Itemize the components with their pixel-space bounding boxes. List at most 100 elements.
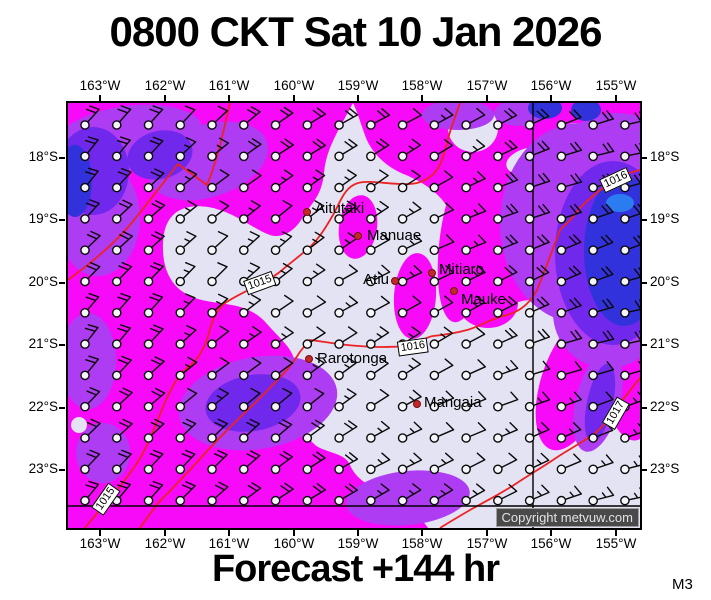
wind-barb-station-circle [588, 339, 598, 349]
wind-barb-station-circle [111, 151, 122, 162]
wind-barb-icon [437, 202, 455, 218]
wind-barb-icon [309, 231, 325, 249]
lat-tick-mark [59, 469, 65, 471]
wind-barb-station-circle [493, 276, 503, 287]
wind-barb-station-circle [620, 245, 630, 255]
wind-barb-icon [628, 330, 640, 344]
wind-barb-station-circle [588, 276, 598, 287]
wind-barb-station-circle [175, 245, 186, 255]
lon-label-bottom: 156°W [530, 536, 572, 551]
wind-barb-icon [596, 391, 614, 406]
wind-barb-station-circle [620, 495, 630, 506]
wind-barb-icon [182, 356, 198, 374]
wind-barb-station-circle [238, 495, 249, 506]
wind-barb-station-circle [270, 339, 281, 349]
wind-barb-station-circle [143, 339, 154, 349]
wind-barb-icon [532, 296, 550, 312]
wind-barb-icon [532, 360, 551, 375]
lat-tick-mark [641, 282, 647, 284]
wind-barb-station-circle [302, 495, 313, 506]
wind-barb-icon [596, 454, 614, 469]
lon-label-top: 156°W [530, 78, 572, 93]
wind-barb-station-circle [461, 464, 471, 475]
lon-label-top: 160°W [273, 78, 315, 93]
wind-barb-station-circle [334, 307, 344, 318]
wind-barb-station-circle [493, 151, 503, 162]
wind-barb-icon [310, 419, 325, 437]
wind-barb-station-circle [493, 370, 503, 381]
wind-barb-icon [564, 297, 582, 313]
lon-tick-mark [164, 530, 166, 536]
wind-barb-icon [149, 105, 164, 123]
wind-barb-station-circle [620, 433, 630, 443]
wind-barb-icon [564, 391, 582, 406]
wind-barb-station-circle [429, 151, 440, 162]
wind-barb-icon [628, 299, 640, 313]
wind-barb-icon [117, 136, 131, 154]
map-canvas: Aitutaki Manuae Mitiaro Atiu Mauke Rarotonga M… [66, 101, 642, 530]
wind-barb-station-circle [461, 495, 471, 506]
wind-barb-icon [182, 200, 198, 217]
wind-barb-station-circle [175, 464, 186, 475]
wind-barb-icon [405, 265, 423, 281]
wind-barb-icon [86, 387, 101, 405]
wind-barb-icon [214, 169, 230, 186]
lon-tick-mark [615, 530, 617, 536]
wind-barb-station-circle [238, 120, 249, 130]
wind-barb-icon [405, 201, 422, 218]
place-label: Mauke [461, 291, 507, 308]
wind-barb-icon [85, 167, 99, 185]
place-marker [391, 277, 399, 285]
lon-label-bottom: 155°W [595, 536, 637, 551]
wind-barb-station-circle [493, 245, 503, 255]
lat-tick-mark [59, 407, 65, 409]
lat-tick-mark [641, 157, 647, 159]
wind-barb-icon [182, 418, 197, 436]
wind-barb-station-circle [524, 120, 535, 130]
wind-barb-icon [117, 324, 131, 342]
wind-barb-station-circle [366, 214, 376, 224]
wind-barb-icon [469, 359, 486, 375]
wind-barb-station-circle [238, 464, 249, 475]
wind-barb-station-circle [461, 433, 471, 443]
wind-barb-icon [246, 387, 261, 405]
wind-barb-station-circle [524, 151, 535, 162]
wind-barb-icon [596, 142, 615, 156]
wind-barb-icon [214, 325, 230, 343]
wind-barb-icon [278, 326, 294, 343]
wind-barb-icon [437, 138, 454, 155]
contour-magenta-atiu-strip [393, 253, 437, 339]
wind-barb-icon [628, 203, 640, 219]
wind-barb-icon [596, 110, 614, 125]
wind-barb-station-circle [524, 464, 535, 475]
wind-barb-icon [500, 108, 518, 124]
wind-barb-icon [437, 170, 454, 187]
lon-tick-mark [164, 95, 166, 101]
wind-barb-station-circle [302, 151, 313, 162]
wind-barb-icon [469, 107, 486, 124]
wind-barb-icon [342, 452, 359, 468]
wind-barb-station-circle [588, 464, 598, 475]
wind-barb-station-circle [80, 120, 90, 130]
wind-barb-station-circle [334, 120, 344, 130]
lon-tick-mark [293, 95, 295, 101]
wind-barb-station-circle [556, 307, 567, 318]
wind-barb-station-circle [111, 182, 122, 193]
wind-barb-station-circle [588, 433, 598, 443]
wind-barb-icon [117, 105, 132, 123]
wind-barb-station-circle [397, 401, 408, 412]
wind-barb-station-circle [366, 120, 376, 130]
wind-barb-icon [342, 138, 358, 155]
wind-barb-icon [596, 361, 615, 375]
wind-barb-icon [564, 234, 582, 250]
wind-barb-icon [310, 169, 326, 186]
wind-barb-icon [246, 138, 262, 155]
wind-barb-icon [469, 452, 486, 469]
wind-barb-station-circle [461, 151, 471, 162]
wind-barb-icon [469, 139, 486, 155]
wind-barb-icon [342, 264, 358, 281]
wind-barb-icon [151, 231, 165, 249]
wind-barb-icon [278, 231, 293, 249]
wind-barb-station-circle [334, 495, 344, 506]
lat-label-left: 22°S [28, 399, 58, 414]
